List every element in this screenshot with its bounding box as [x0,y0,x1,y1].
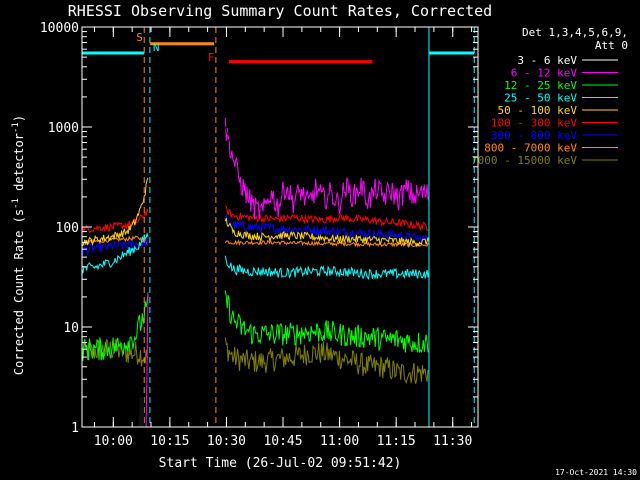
series-segment [224,126,430,188]
series-3-6-kev [81,119,430,188]
x-tick-label: 11:30 [433,434,472,449]
series-segment [81,208,149,234]
timestamp: 17-Oct-2021 14:30 [555,468,637,477]
marker-label-s: S [136,31,143,44]
series-lines [81,117,430,428]
attenuator-block [139,396,142,427]
series-800-7000-kev [81,235,430,249]
x-tick-label: 10:45 [263,434,302,449]
legend-label: 100 - 300 keV [491,117,577,130]
series-segment [81,119,149,134]
series-segment [81,237,149,256]
legend-header-line-2: Att 0 [595,39,628,52]
legend-label: 7000 - 15000 keV [471,154,577,167]
y-axis-label: Corrected Count Rate (s-1 detector-1) [11,115,26,375]
series-segment [224,214,430,244]
y-tick-label: 1000 [48,121,79,136]
attenuator-block [140,409,143,427]
x-tick-label: 11:15 [377,434,416,449]
series-segment [81,231,149,274]
x-tick-label: 10:00 [94,434,133,449]
series-12-25-kev [81,290,430,361]
series-segment [224,217,430,248]
series-segment [81,235,149,246]
legend-label: 800 - 7000 keV [484,142,577,155]
y-tick-label: 10000 [40,21,79,36]
legend-label: 25 - 50 keV [504,92,577,105]
x-tick-label: 11:00 [320,434,359,449]
series-300-800-kev [81,214,430,256]
legend-header-line-1: Det 1,3,4,5,6,9, [522,26,628,39]
plot-frame [81,26,479,428]
series-segment [224,337,430,384]
legend-label: 6 - 12 keV [511,67,578,80]
attenuator-block [138,415,141,427]
series-7000-15000-kev [81,337,430,384]
x-tick-label: 10:30 [207,434,246,449]
series-segment [224,117,430,220]
series-segment [224,255,430,281]
legend-label: 50 - 100 keV [498,104,578,117]
chart-title: RHESSI Observing Summary Count Rates, Co… [68,2,492,20]
x-axis-label: Start Time (26-Jul-02 09:51:42) [159,456,402,471]
y-tick-label: 1 [71,421,79,436]
series-25-50-kev [81,231,430,281]
series-segment [224,238,430,249]
marker-label-f: F [208,51,215,64]
legend-label: 300 - 800 keV [491,129,577,142]
y-tick-label: 100 [56,221,79,236]
series-segment [81,292,149,361]
marker-label-n: N [153,41,160,54]
series-segment [81,177,149,247]
series-50-100-kev [81,177,430,248]
y-tick-label: 10 [63,321,79,336]
x-tick-label: 10:15 [150,434,189,449]
attenuator-block [141,396,144,427]
series-segment [224,290,430,354]
legend-label: 3 - 6 keV [517,54,577,67]
series-segment [81,338,149,367]
legend-label: 12 - 25 keV [504,79,577,92]
